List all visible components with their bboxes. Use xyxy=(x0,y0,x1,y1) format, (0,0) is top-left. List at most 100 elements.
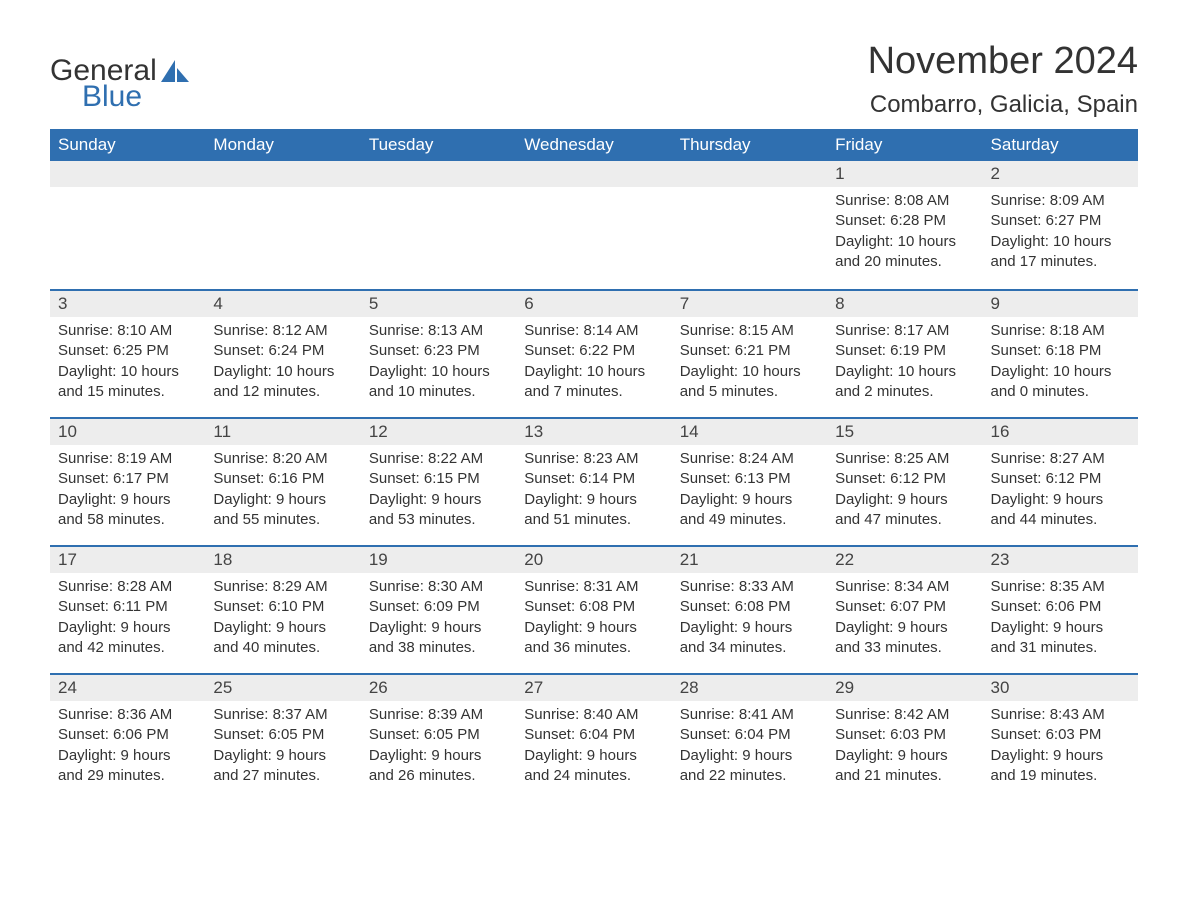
day-content: Sunrise: 8:29 AMSunset: 6:10 PMDaylight:… xyxy=(205,573,360,666)
day-cell: 7Sunrise: 8:15 AMSunset: 6:21 PMDaylight… xyxy=(672,289,827,417)
sunrise-line: Sunrise: 8:39 AM xyxy=(369,705,508,725)
day-content: Sunrise: 8:27 AMSunset: 6:12 PMDaylight:… xyxy=(983,445,1138,538)
day-number-row xyxy=(672,161,827,187)
sunset-line: Sunset: 6:22 PM xyxy=(524,341,663,361)
day-number: 21 xyxy=(672,545,827,573)
day-number: 23 xyxy=(983,545,1138,573)
sunset-line: Sunset: 6:27 PM xyxy=(991,211,1130,231)
daylight-line: Daylight: 10 hours and 12 minutes. xyxy=(213,362,352,403)
day-cell: 26Sunrise: 8:39 AMSunset: 6:05 PMDayligh… xyxy=(361,673,516,801)
day-cell: 6Sunrise: 8:14 AMSunset: 6:22 PMDaylight… xyxy=(516,289,671,417)
sunrise-line: Sunrise: 8:14 AM xyxy=(524,321,663,341)
sunrise-line: Sunrise: 8:10 AM xyxy=(58,321,197,341)
day-number: 20 xyxy=(516,545,671,573)
sunset-line: Sunset: 6:10 PM xyxy=(213,597,352,617)
day-content: Sunrise: 8:40 AMSunset: 6:04 PMDaylight:… xyxy=(516,701,671,794)
day-content: Sunrise: 8:36 AMSunset: 6:06 PMDaylight:… xyxy=(50,701,205,794)
sunrise-line: Sunrise: 8:15 AM xyxy=(680,321,819,341)
day-number: 17 xyxy=(50,545,205,573)
sunrise-line: Sunrise: 8:35 AM xyxy=(991,577,1130,597)
day-cell: 15Sunrise: 8:25 AMSunset: 6:12 PMDayligh… xyxy=(827,417,982,545)
sunrise-line: Sunrise: 8:33 AM xyxy=(680,577,819,597)
day-content: Sunrise: 8:24 AMSunset: 6:13 PMDaylight:… xyxy=(672,445,827,538)
daylight-line: Daylight: 9 hours and 44 minutes. xyxy=(991,490,1130,531)
daylight-line: Daylight: 9 hours and 40 minutes. xyxy=(213,618,352,659)
day-content: Sunrise: 8:17 AMSunset: 6:19 PMDaylight:… xyxy=(827,317,982,410)
daylight-line: Daylight: 9 hours and 36 minutes. xyxy=(524,618,663,659)
daylight-line: Daylight: 9 hours and 19 minutes. xyxy=(991,746,1130,787)
day-cell xyxy=(361,161,516,289)
sunrise-line: Sunrise: 8:17 AM xyxy=(835,321,974,341)
day-content: Sunrise: 8:19 AMSunset: 6:17 PMDaylight:… xyxy=(50,445,205,538)
sunrise-line: Sunrise: 8:20 AM xyxy=(213,449,352,469)
sunset-line: Sunset: 6:16 PM xyxy=(213,469,352,489)
sunrise-line: Sunrise: 8:34 AM xyxy=(835,577,974,597)
day-cell: 12Sunrise: 8:22 AMSunset: 6:15 PMDayligh… xyxy=(361,417,516,545)
location: Combarro, Galicia, Spain xyxy=(868,91,1138,119)
sunset-line: Sunset: 6:19 PM xyxy=(835,341,974,361)
sunset-line: Sunset: 6:09 PM xyxy=(369,597,508,617)
day-cell: 2Sunrise: 8:09 AMSunset: 6:27 PMDaylight… xyxy=(983,161,1138,289)
day-content: Sunrise: 8:37 AMSunset: 6:05 PMDaylight:… xyxy=(205,701,360,794)
weekday-header-row: Sunday Monday Tuesday Wednesday Thursday… xyxy=(50,129,1138,161)
day-content: Sunrise: 8:14 AMSunset: 6:22 PMDaylight:… xyxy=(516,317,671,410)
day-cell: 30Sunrise: 8:43 AMSunset: 6:03 PMDayligh… xyxy=(983,673,1138,801)
day-content: Sunrise: 8:42 AMSunset: 6:03 PMDaylight:… xyxy=(827,701,982,794)
day-content: Sunrise: 8:20 AMSunset: 6:16 PMDaylight:… xyxy=(205,445,360,538)
week-row: 3Sunrise: 8:10 AMSunset: 6:25 PMDaylight… xyxy=(50,289,1138,417)
day-number: 7 xyxy=(672,289,827,317)
sunrise-line: Sunrise: 8:30 AM xyxy=(369,577,508,597)
day-content: Sunrise: 8:22 AMSunset: 6:15 PMDaylight:… xyxy=(361,445,516,538)
day-cell: 4Sunrise: 8:12 AMSunset: 6:24 PMDaylight… xyxy=(205,289,360,417)
daylight-line: Daylight: 10 hours and 20 minutes. xyxy=(835,232,974,273)
day-cell: 24Sunrise: 8:36 AMSunset: 6:06 PMDayligh… xyxy=(50,673,205,801)
sunrise-line: Sunrise: 8:08 AM xyxy=(835,191,974,211)
daylight-line: Daylight: 9 hours and 47 minutes. xyxy=(835,490,974,531)
daylight-line: Daylight: 9 hours and 21 minutes. xyxy=(835,746,974,787)
sunset-line: Sunset: 6:17 PM xyxy=(58,469,197,489)
day-cell: 29Sunrise: 8:42 AMSunset: 6:03 PMDayligh… xyxy=(827,673,982,801)
sunset-line: Sunset: 6:25 PM xyxy=(58,341,197,361)
daylight-line: Daylight: 10 hours and 2 minutes. xyxy=(835,362,974,403)
brand-word2: Blue xyxy=(82,82,157,112)
sunrise-line: Sunrise: 8:09 AM xyxy=(991,191,1130,211)
sunrise-line: Sunrise: 8:28 AM xyxy=(58,577,197,597)
sunrise-line: Sunrise: 8:42 AM xyxy=(835,705,974,725)
day-cell xyxy=(516,161,671,289)
weekday-header: Thursday xyxy=(672,129,827,161)
day-cell: 20Sunrise: 8:31 AMSunset: 6:08 PMDayligh… xyxy=(516,545,671,673)
daylight-line: Daylight: 9 hours and 29 minutes. xyxy=(58,746,197,787)
sunset-line: Sunset: 6:08 PM xyxy=(680,597,819,617)
day-number: 16 xyxy=(983,417,1138,445)
day-content: Sunrise: 8:08 AMSunset: 6:28 PMDaylight:… xyxy=(827,187,982,280)
daylight-line: Daylight: 9 hours and 34 minutes. xyxy=(680,618,819,659)
day-number: 2 xyxy=(983,161,1138,187)
daylight-line: Daylight: 9 hours and 31 minutes. xyxy=(991,618,1130,659)
day-content: Sunrise: 8:41 AMSunset: 6:04 PMDaylight:… xyxy=(672,701,827,794)
day-number: 27 xyxy=(516,673,671,701)
day-number: 19 xyxy=(361,545,516,573)
day-content: Sunrise: 8:15 AMSunset: 6:21 PMDaylight:… xyxy=(672,317,827,410)
sunrise-line: Sunrise: 8:18 AM xyxy=(991,321,1130,341)
day-cell: 11Sunrise: 8:20 AMSunset: 6:16 PMDayligh… xyxy=(205,417,360,545)
day-number: 22 xyxy=(827,545,982,573)
day-number-row xyxy=(361,161,516,187)
day-cell: 18Sunrise: 8:29 AMSunset: 6:10 PMDayligh… xyxy=(205,545,360,673)
day-number: 30 xyxy=(983,673,1138,701)
day-cell: 8Sunrise: 8:17 AMSunset: 6:19 PMDaylight… xyxy=(827,289,982,417)
day-content: Sunrise: 8:10 AMSunset: 6:25 PMDaylight:… xyxy=(50,317,205,410)
day-number: 11 xyxy=(205,417,360,445)
sunrise-line: Sunrise: 8:31 AM xyxy=(524,577,663,597)
sunset-line: Sunset: 6:14 PM xyxy=(524,469,663,489)
daylight-line: Daylight: 10 hours and 7 minutes. xyxy=(524,362,663,403)
day-cell: 21 Sunrise: 8:33 AMSunset: 6:08 PMDayligh… xyxy=(672,545,827,673)
day-cell xyxy=(672,161,827,289)
day-cell: 16Sunrise: 8:27 AMSunset: 6:12 PMDayligh… xyxy=(983,417,1138,545)
day-cell: 19Sunrise: 8:30 AMSunset: 6:09 PMDayligh… xyxy=(361,545,516,673)
sunrise-line: Sunrise: 8:43 AM xyxy=(991,705,1130,725)
day-content: Sunrise: 8:39 AMSunset: 6:05 PMDaylight:… xyxy=(361,701,516,794)
sunset-line: Sunset: 6:03 PM xyxy=(991,725,1130,745)
day-content: Sunrise: 8:43 AMSunset: 6:03 PMDaylight:… xyxy=(983,701,1138,794)
sunset-line: Sunset: 6:05 PM xyxy=(369,725,508,745)
month-title: November 2024 xyxy=(868,40,1138,83)
